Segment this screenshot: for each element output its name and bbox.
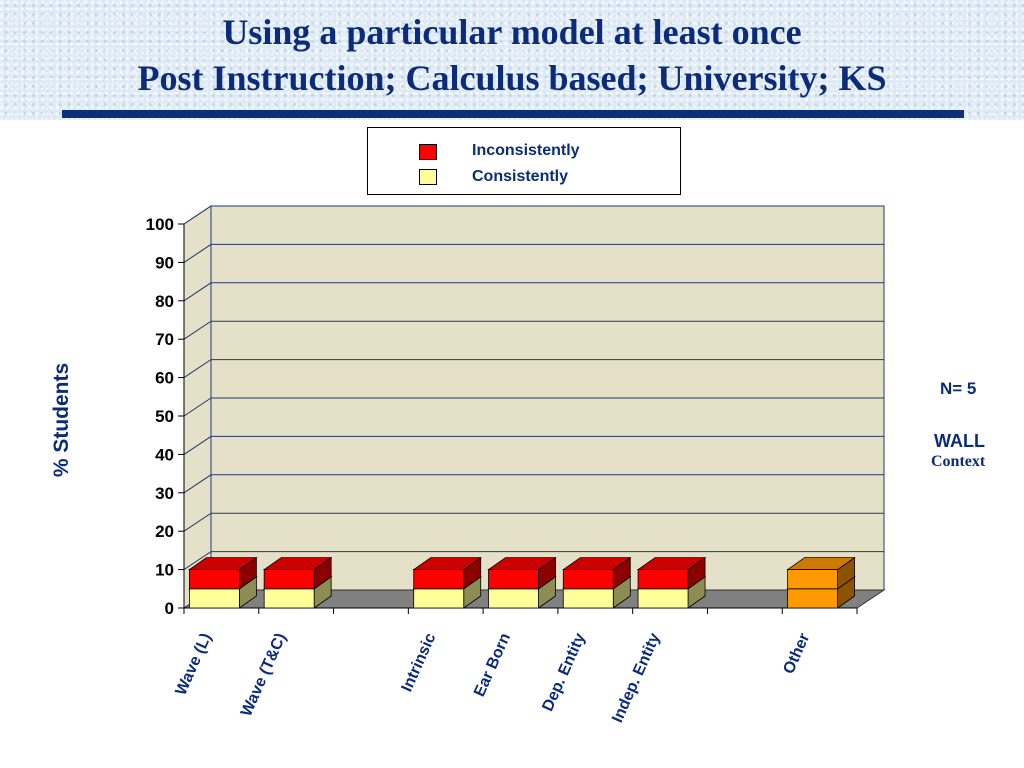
gridline	[183, 320, 884, 340]
gridline	[183, 282, 884, 302]
sample-size-note: N= 5	[940, 379, 977, 398]
y-tick-label: 20	[155, 522, 174, 541]
x-category-label: Other	[780, 631, 813, 677]
chart-subtitle: Post Instruction; Calculus based; Univer…	[137, 58, 887, 98]
bar-inconsistently	[787, 569, 839, 590]
bar-inconsistently	[562, 569, 614, 590]
x-category-label: Ear Born	[471, 631, 514, 700]
y-tick-label: 60	[155, 369, 174, 388]
bar-inconsistently	[188, 569, 240, 590]
title-banner: Using a particular model at least once P…	[0, 0, 1024, 120]
bar-consistently	[188, 588, 240, 609]
bar-consistently	[562, 588, 614, 609]
legend-label-inconsistently: Inconsistently	[472, 142, 580, 159]
gridline	[183, 359, 884, 379]
x-category-label: Indep. Entity	[609, 631, 664, 726]
x-category-label: Wave (L)	[173, 631, 215, 698]
bar-inconsistently	[413, 569, 465, 590]
y-tick-label: 50	[155, 407, 174, 426]
y-tick-label: 90	[155, 253, 174, 272]
context-name-note: WALL	[934, 431, 985, 451]
legend-label-consistently: Consistently	[472, 168, 569, 185]
legend-swatch-consistently	[419, 169, 437, 185]
chart-title: Using a particular model at least once	[222, 12, 802, 52]
bar-consistently	[637, 588, 689, 609]
legend: Inconsistently Consistently	[367, 127, 681, 195]
legend-swatch-inconsistently	[419, 144, 437, 160]
bar-consistently	[488, 588, 539, 609]
gridline	[183, 435, 884, 455]
y-tick-label: 100	[146, 215, 174, 234]
context-label-note: Context	[931, 453, 986, 470]
x-category-label: Dep. Entity	[539, 631, 589, 714]
title-divider	[62, 110, 964, 118]
y-tick-label: 0	[165, 599, 174, 618]
bar-inconsistently	[263, 569, 315, 590]
gridline	[183, 397, 884, 417]
bar-consistently	[263, 588, 315, 609]
x-category-label: Intrinsic	[399, 631, 440, 695]
gridline	[183, 551, 884, 571]
bar-inconsistently	[488, 569, 539, 590]
gridline	[183, 243, 884, 263]
y-tick-label: 30	[155, 484, 174, 503]
gridline	[183, 205, 884, 225]
gridline	[183, 512, 884, 532]
x-category-label: Wave (T&C)	[238, 631, 290, 719]
y-tick-label: 70	[155, 330, 174, 349]
bar-consistently	[787, 588, 839, 609]
y-tick-label: 80	[155, 292, 174, 311]
gridline	[183, 474, 884, 494]
y-tick-label: 10	[155, 561, 174, 580]
bar-consistently	[413, 588, 465, 609]
bar-inconsistently	[637, 569, 689, 590]
y-tick-label: 40	[155, 445, 174, 464]
